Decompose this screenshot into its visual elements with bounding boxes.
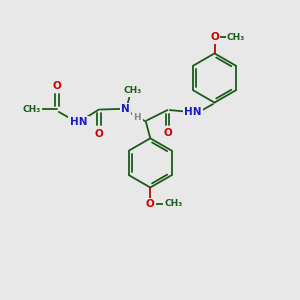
Text: HN: HN <box>70 117 87 127</box>
Text: O: O <box>163 128 172 139</box>
Text: N: N <box>121 104 130 114</box>
Text: O: O <box>210 32 219 43</box>
Text: O: O <box>146 199 155 209</box>
Text: H: H <box>134 113 141 122</box>
Text: CH₃: CH₃ <box>165 200 183 208</box>
Text: CH₃: CH₃ <box>227 33 245 42</box>
Text: CH₃: CH₃ <box>124 86 142 95</box>
Text: HN: HN <box>184 106 202 117</box>
Text: O: O <box>52 81 62 91</box>
Text: CH₃: CH₃ <box>23 105 41 114</box>
Text: O: O <box>94 129 103 139</box>
